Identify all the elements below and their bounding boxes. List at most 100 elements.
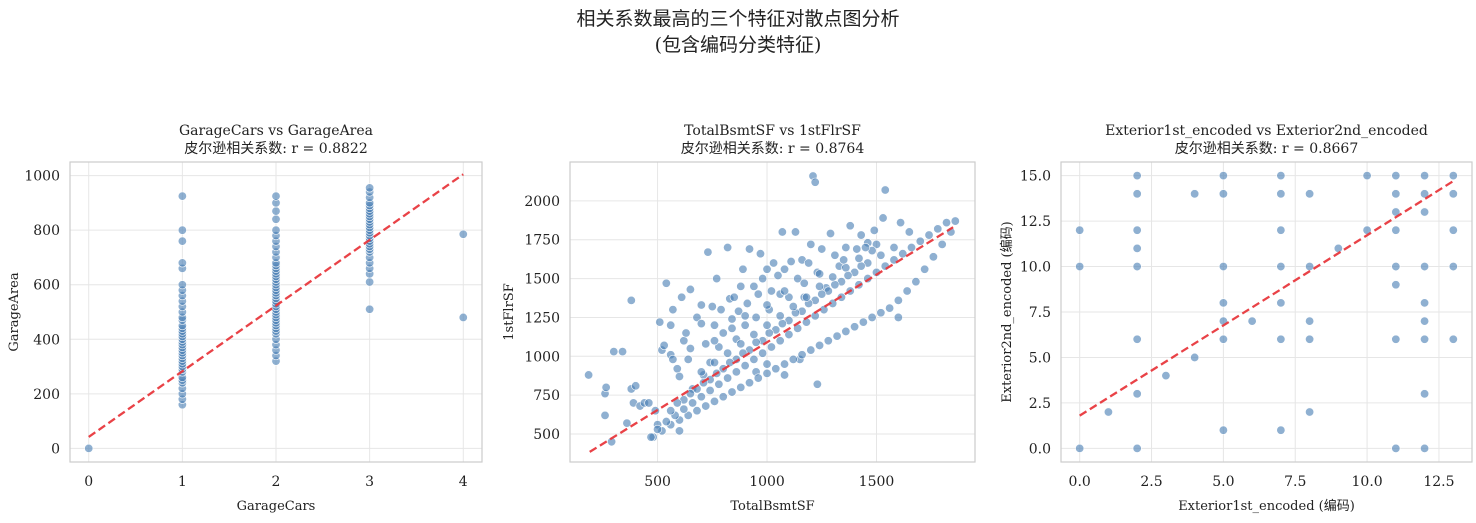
scatter-point xyxy=(666,406,676,416)
scatter-point xyxy=(793,274,803,284)
scatter-point xyxy=(679,404,689,414)
scatter-point xyxy=(1420,189,1430,199)
scatter-point xyxy=(771,364,781,374)
scatter-point xyxy=(655,317,665,327)
scatter-point xyxy=(878,213,888,223)
x-tick-label: 0.0 xyxy=(1069,474,1091,490)
scatter-point xyxy=(843,270,853,280)
scatter-point xyxy=(683,410,693,420)
scatter-point xyxy=(806,345,816,355)
scatter-point xyxy=(1391,334,1401,344)
scatter-point xyxy=(762,264,772,274)
scatter-point xyxy=(817,244,827,254)
scatter-panel-3: 0.0 2.5 5.0 7.5 10.0 12.5 0.0 2.5 5.0 7.5 10.0 12.5… xyxy=(1000,123,1473,514)
scatter-point xyxy=(871,239,881,249)
scatter-point xyxy=(817,289,827,299)
scatter-point xyxy=(659,340,669,350)
scatter-point xyxy=(1448,262,1458,272)
scatter-point xyxy=(727,314,737,324)
scatter-point xyxy=(751,337,761,347)
scatter-point xyxy=(679,336,689,346)
scatter-point xyxy=(1276,225,1286,235)
scatter-point xyxy=(727,387,737,397)
scatter-point xyxy=(810,177,820,187)
scatter-point xyxy=(869,225,879,235)
scatter-point xyxy=(1391,225,1401,235)
scatter-points xyxy=(84,183,468,453)
scatter-point xyxy=(850,322,860,332)
panel-title-line-2: 皮尔逊相关系数: r = 0.8667 xyxy=(1175,141,1358,157)
y-tick-label: 5.0 xyxy=(1029,350,1051,366)
y-tick-label: 2000 xyxy=(524,194,560,210)
scatter-point xyxy=(696,392,706,402)
scatter-point xyxy=(1218,171,1228,181)
y-tick-label: 750 xyxy=(533,388,560,404)
scatter-point xyxy=(773,270,783,280)
x-tick-label: 0 xyxy=(84,474,93,490)
scatter-point xyxy=(618,347,628,357)
scatter-point xyxy=(1190,352,1200,362)
suptitle-line-1: 相关系数最高的三个特征对散点图分析 xyxy=(576,8,900,30)
scatter-point xyxy=(753,373,763,383)
scatter-point xyxy=(1420,443,1430,453)
x-tick-label: 2.5 xyxy=(1140,474,1162,490)
scatter-point xyxy=(674,426,684,436)
scatter-point xyxy=(1391,171,1401,181)
scatter-point xyxy=(685,344,695,354)
scatter-point xyxy=(738,264,748,274)
x-tick-label: 7.5 xyxy=(1284,474,1306,490)
panel-title-line-2: 皮尔逊相关系数: r = 0.8822 xyxy=(184,141,367,157)
scatter-point xyxy=(696,367,706,377)
scatter-point xyxy=(1305,316,1315,326)
scatter-point xyxy=(804,258,814,268)
scatter-point xyxy=(685,284,695,294)
y-tick-label: 7.5 xyxy=(1029,305,1051,321)
scatter-point xyxy=(1391,262,1401,272)
scatter-point xyxy=(1420,389,1430,399)
scatter-point xyxy=(784,330,794,340)
scatter-point xyxy=(893,312,903,322)
scatter-point xyxy=(762,300,772,310)
scatter-point xyxy=(736,281,746,291)
scatter-point xyxy=(902,286,912,296)
scatter-point xyxy=(677,292,687,302)
scatter-point xyxy=(736,382,746,392)
scatter-point xyxy=(1333,243,1343,253)
scatter-point xyxy=(753,289,763,299)
x-tick-label: 1000 xyxy=(749,474,785,490)
x-axis-label: TotalBsmtSF xyxy=(730,499,814,514)
scatter-point xyxy=(841,263,851,273)
scatter-point xyxy=(942,218,952,228)
y-tick-label: 0.0 xyxy=(1029,441,1051,457)
scatter-point xyxy=(736,339,746,349)
y-tick-label: 0 xyxy=(51,441,60,457)
scatter-point xyxy=(1132,334,1142,344)
plot-frame xyxy=(69,161,483,463)
scatter-point xyxy=(856,230,866,240)
scatter-point xyxy=(823,336,833,346)
y-tick-label: 2.5 xyxy=(1029,396,1051,412)
scatter-point xyxy=(696,319,706,329)
scatter-point xyxy=(826,229,836,239)
scatter-point xyxy=(683,354,693,364)
scatter-point xyxy=(601,382,611,392)
scatter-point xyxy=(880,185,890,195)
y-tick-label: 15.0 xyxy=(1020,169,1051,185)
scatter-point xyxy=(1276,298,1286,308)
scatter-point xyxy=(780,286,790,296)
scatter-point xyxy=(775,336,785,346)
scatter-point xyxy=(1218,262,1228,272)
scatter-point xyxy=(1218,334,1228,344)
x-tick-label: 1500 xyxy=(859,474,895,490)
scatter-point xyxy=(828,272,838,282)
suptitle-line-2: (包含编码分类特征) xyxy=(654,34,822,56)
scatter-point xyxy=(177,191,187,201)
scatter-point xyxy=(740,320,750,330)
scatter-point xyxy=(852,244,862,254)
scatter-point xyxy=(885,303,895,313)
scatter-point xyxy=(661,278,671,288)
scatter-point xyxy=(1420,316,1430,326)
scatter-point xyxy=(696,300,706,310)
panel-title-line-1: GarageCars vs GarageArea xyxy=(179,123,373,139)
scatter-point xyxy=(777,227,787,237)
